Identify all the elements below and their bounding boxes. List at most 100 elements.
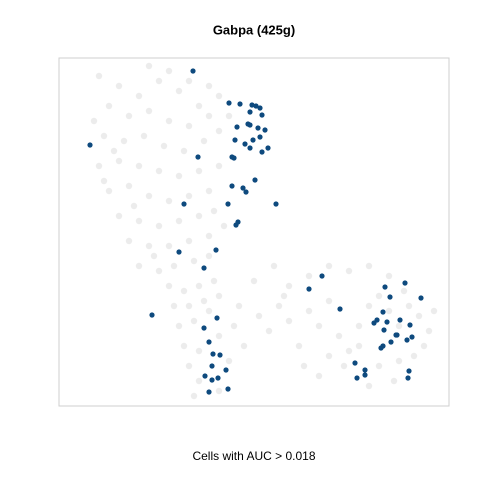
- point: [315, 372, 323, 380]
- point: [215, 375, 221, 381]
- point: [180, 342, 188, 350]
- point: [181, 201, 187, 207]
- point: [315, 322, 323, 330]
- point: [225, 112, 233, 120]
- point: [185, 237, 193, 245]
- point: [395, 322, 403, 330]
- point: [180, 287, 188, 295]
- point: [243, 189, 249, 195]
- point: [387, 294, 393, 300]
- point: [217, 352, 223, 358]
- point: [205, 187, 213, 195]
- point: [257, 105, 263, 111]
- point: [405, 302, 413, 310]
- point: [400, 287, 408, 295]
- point: [145, 242, 153, 250]
- point: [325, 297, 333, 305]
- point: [210, 207, 218, 215]
- point: [280, 292, 288, 300]
- point: [180, 147, 188, 155]
- point: [210, 351, 216, 357]
- point: [115, 82, 123, 90]
- point: [306, 286, 312, 292]
- point: [380, 309, 386, 315]
- point: [230, 322, 238, 330]
- point: [285, 282, 293, 290]
- point: [135, 162, 143, 170]
- point: [385, 307, 393, 315]
- point: [249, 102, 255, 108]
- point: [206, 389, 212, 395]
- point: [205, 252, 213, 260]
- chart-title: Gabpa (425g): [213, 22, 295, 37]
- point: [170, 262, 178, 270]
- point: [404, 337, 410, 343]
- point: [319, 273, 325, 279]
- point: [185, 192, 193, 200]
- point: [214, 315, 220, 321]
- point: [393, 332, 399, 338]
- point: [395, 357, 403, 365]
- point: [240, 342, 248, 350]
- point: [175, 217, 183, 225]
- point: [371, 320, 377, 326]
- point: [375, 362, 383, 370]
- point: [190, 257, 198, 265]
- point: [206, 339, 212, 345]
- point: [305, 272, 313, 280]
- point: [176, 249, 182, 255]
- point: [145, 62, 153, 70]
- point: [418, 295, 424, 301]
- point: [200, 137, 208, 145]
- point: [155, 167, 163, 175]
- point: [345, 347, 353, 355]
- point: [195, 167, 203, 175]
- point: [225, 357, 233, 365]
- point: [190, 68, 196, 74]
- point: [125, 112, 133, 120]
- point: [402, 280, 408, 286]
- point: [255, 125, 261, 131]
- point: [242, 141, 248, 147]
- point: [200, 297, 208, 305]
- point: [165, 197, 173, 205]
- point: [105, 187, 113, 195]
- point: [185, 362, 193, 370]
- point: [130, 202, 138, 210]
- point: [155, 267, 163, 275]
- point: [382, 284, 388, 290]
- point: [337, 306, 343, 312]
- point: [420, 342, 428, 350]
- point: [201, 265, 207, 271]
- point: [354, 375, 360, 381]
- point: [135, 262, 143, 270]
- point: [365, 262, 373, 270]
- point: [223, 367, 229, 373]
- point: [175, 322, 183, 330]
- point: [120, 137, 128, 145]
- point: [195, 347, 203, 355]
- point: [100, 177, 108, 185]
- point: [362, 372, 368, 378]
- point: [259, 149, 265, 155]
- point: [305, 307, 313, 315]
- point: [215, 292, 223, 300]
- point: [237, 101, 243, 107]
- point: [257, 134, 263, 140]
- point: [355, 342, 363, 350]
- point: [265, 145, 271, 151]
- point: [90, 117, 98, 125]
- point: [135, 217, 143, 225]
- point: [210, 277, 218, 285]
- point: [125, 182, 133, 190]
- point: [232, 137, 238, 143]
- point: [115, 212, 123, 220]
- point: [185, 122, 193, 130]
- point: [165, 242, 173, 250]
- point: [295, 342, 303, 350]
- point: [125, 237, 133, 245]
- point: [140, 132, 148, 140]
- point: [362, 367, 368, 373]
- point: [190, 392, 198, 400]
